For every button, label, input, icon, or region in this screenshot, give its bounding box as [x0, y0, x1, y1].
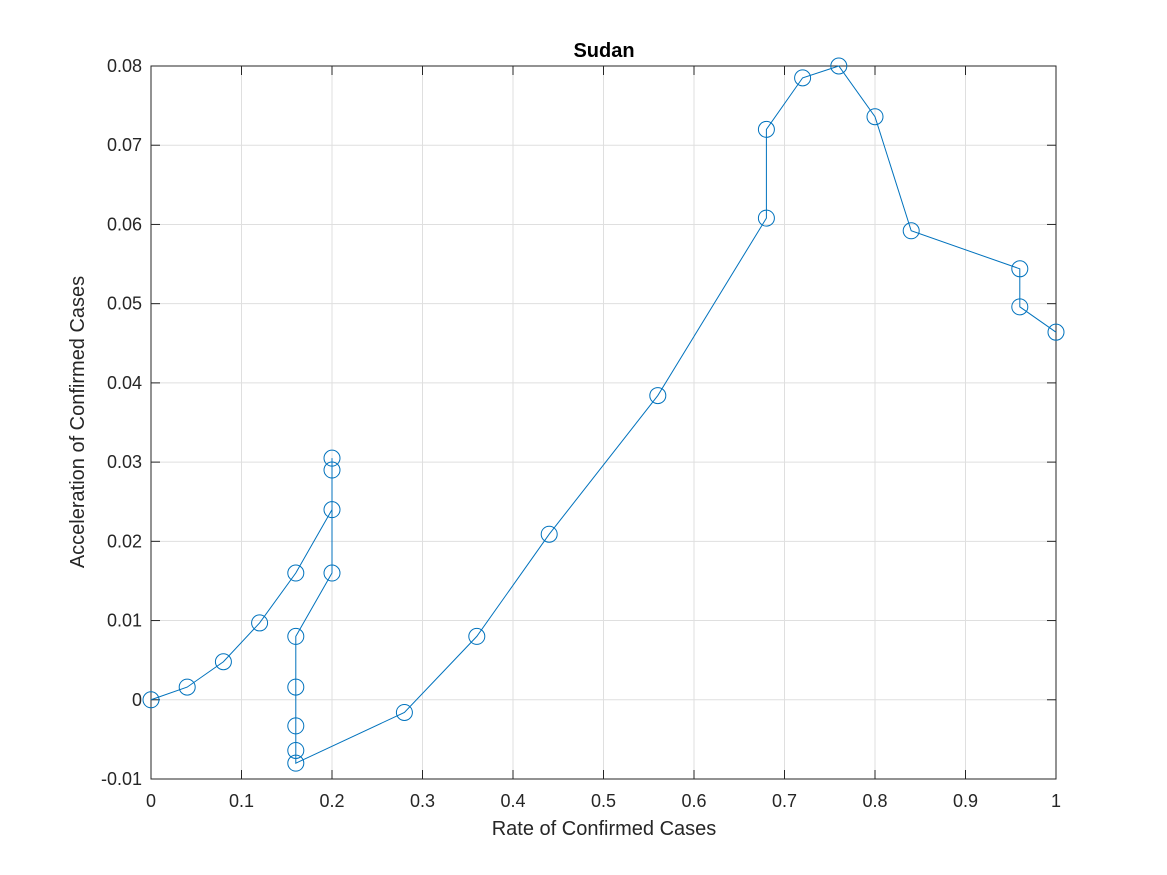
data-point-marker: [649, 387, 667, 405]
x-tick-label: 1: [1051, 791, 1061, 811]
y-tick-label: 0.06: [107, 214, 142, 234]
x-tick-label: 0.6: [681, 791, 706, 811]
data-point-marker: [287, 754, 305, 772]
y-tick-label: 0.03: [107, 452, 142, 472]
y-tick-label: 0.07: [107, 135, 142, 155]
data-point-marker: [1011, 260, 1029, 278]
data-point-marker: [757, 120, 775, 138]
data-point-marker: [902, 222, 920, 240]
y-tick-label: -0.01: [101, 769, 142, 789]
data-point-marker: [794, 69, 812, 87]
y-tick-label: 0.05: [107, 294, 142, 314]
x-axis-label: Rate of Confirmed Cases: [492, 818, 717, 840]
data-point-marker: [1011, 298, 1029, 316]
data-point-marker: [287, 678, 305, 696]
data-point-marker: [323, 564, 341, 582]
data-point-marker: [866, 108, 884, 126]
data-point-marker: [287, 741, 305, 759]
data-point-marker: [1047, 323, 1065, 341]
series-line-group: [142, 57, 1065, 772]
x-tick-label: 0.5: [591, 791, 616, 811]
data-point-marker: [468, 627, 486, 645]
data-point-marker: [757, 209, 775, 227]
data-point-marker: [540, 525, 558, 543]
data-point-marker: [323, 461, 341, 479]
x-tick-label: 0.3: [410, 791, 435, 811]
x-tick-label: 0.1: [229, 791, 254, 811]
series-line: [150, 65, 1057, 764]
y-tick-label: 0: [132, 690, 142, 710]
y-axis-label: Acceleration of Confirmed Cases: [67, 276, 89, 568]
y-tick-label: 0.04: [107, 373, 142, 393]
axis-ticks: 0 0.1 0.2 0.3 0.4 0.5 0.6 0.7 0.8 0.9 1-0.0100.010…: [101, 56, 1061, 811]
y-tick-label: 0.01: [107, 611, 142, 631]
data-point-marker: [287, 564, 305, 582]
data-point-marker: [214, 653, 232, 671]
data-point-marker: [287, 717, 305, 735]
data-point-marker: [830, 57, 848, 75]
x-tick-label: 0.7: [772, 791, 797, 811]
x-tick-label: 0.9: [953, 791, 978, 811]
y-tick-label: 0.08: [107, 56, 142, 76]
x-tick-label: 0.2: [319, 791, 344, 811]
data-point-marker: [323, 501, 341, 519]
data-point-marker: [323, 449, 341, 467]
data-point-marker: [251, 614, 269, 632]
chart-title: Sudan: [573, 40, 634, 62]
data-point-marker: [395, 703, 413, 721]
data-point-marker: [178, 678, 196, 696]
data-point-marker: [287, 627, 305, 645]
x-tick-label: 0: [146, 791, 156, 811]
x-tick-label: 0.4: [500, 791, 525, 811]
y-tick-label: 0.02: [107, 531, 142, 551]
data-point-marker: [142, 691, 160, 709]
x-tick-label: 0.8: [862, 791, 887, 811]
